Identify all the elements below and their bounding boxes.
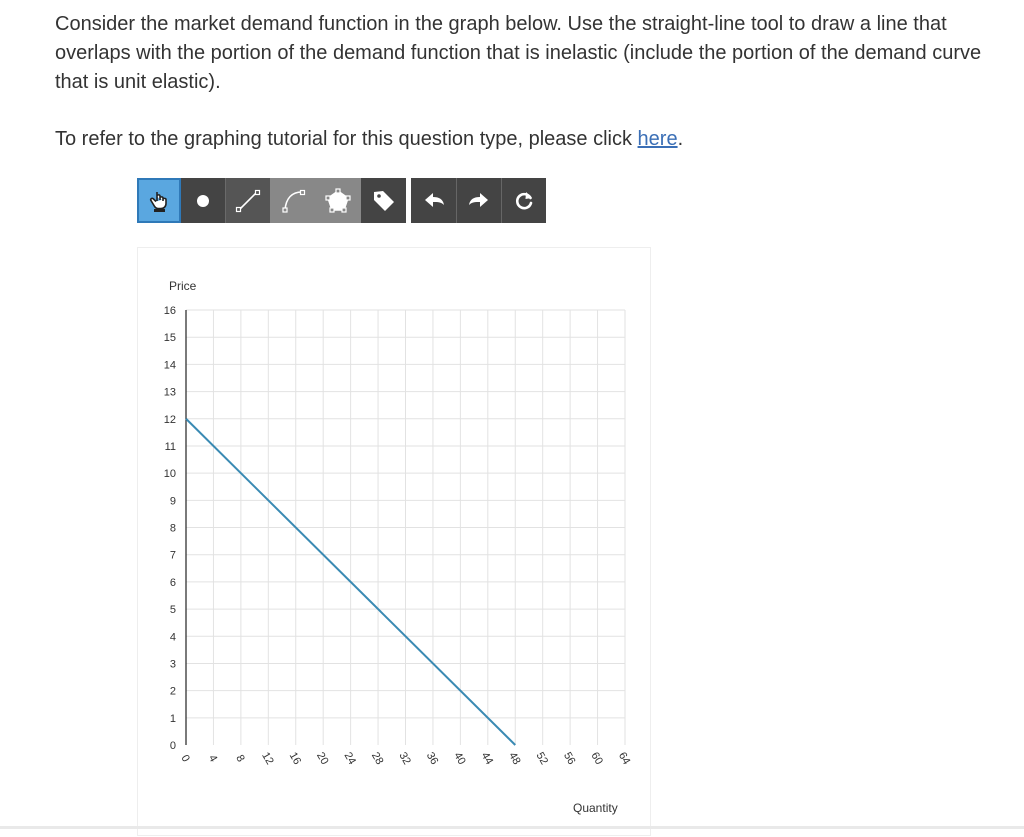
graph-panel[interactable]: Price Quantity 0 1 2 3 4 5 6 7 8 9 10 11 12 13 14 15 16 0 4 8…: [137, 247, 651, 836]
y-tick-label: 8: [170, 523, 176, 535]
polygon-tool-button[interactable]: [315, 178, 361, 223]
line-tool-button[interactable]: [225, 178, 270, 223]
y-tick-label: 14: [164, 359, 176, 371]
x-axis-label: Quantity: [573, 801, 618, 815]
y-tick-label: 0: [170, 740, 176, 752]
x-tick-label: 64: [616, 750, 633, 767]
x-tick-label: 12: [259, 750, 276, 767]
x-tick-label: 0: [178, 753, 191, 764]
y-axis-label: Price: [169, 279, 197, 293]
straight-line-icon: [235, 189, 261, 212]
polygon-icon: [325, 187, 351, 213]
pointer-hand-icon: [149, 191, 167, 212]
y-tick-label: 1: [170, 713, 176, 725]
tutorial-instruction: To refer to the graphing tutorial for th…: [55, 125, 683, 154]
x-tick-label: 20: [314, 750, 331, 767]
tutorial-text: To refer to the graphing tutorial for th…: [55, 128, 638, 150]
x-tick-label: 52: [534, 750, 551, 767]
x-tick-label: 28: [369, 750, 386, 767]
redo-button[interactable]: [456, 178, 501, 223]
curve-icon: [281, 189, 305, 213]
x-tick-label: 16: [287, 750, 304, 767]
reset-button[interactable]: [501, 178, 546, 223]
redo-arrow-icon: [469, 192, 488, 207]
x-tick-label: 4: [206, 753, 219, 764]
y-tick-label: 12: [164, 414, 176, 426]
x-tick-label: 32: [396, 750, 413, 767]
x-tick-label: 40: [451, 750, 468, 767]
x-tick-label: 8: [233, 753, 246, 764]
page-divider: [0, 826, 1024, 829]
reset-icon: [515, 191, 533, 209]
x-tick-label: 60: [588, 750, 605, 767]
undo-arrow-icon: [424, 192, 444, 207]
y-tick-label: 11: [165, 441, 176, 453]
y-tick-label: 16: [164, 305, 176, 317]
y-tick-label: 5: [170, 604, 176, 616]
x-tick-label: 24: [342, 750, 359, 767]
x-tick-label: 56: [561, 750, 578, 767]
y-tick-label: 4: [170, 631, 176, 643]
hand-tool-button[interactable]: [137, 178, 181, 223]
y-tick-label: 3: [170, 658, 176, 670]
y-tick-label: 13: [164, 387, 176, 399]
point-tool-button[interactable]: [181, 178, 225, 223]
y-tick-label: 2: [170, 686, 176, 698]
x-tick-label: 36: [424, 750, 441, 767]
y-tick-label: 15: [164, 332, 176, 344]
question-text: Consider the market demand function in t…: [55, 13, 982, 93]
undo-button[interactable]: [411, 178, 456, 223]
y-tick-label: 9: [170, 495, 176, 507]
tutorial-suffix: .: [677, 128, 684, 150]
tutorial-link[interactable]: here: [637, 128, 678, 150]
tag-icon: [373, 190, 394, 211]
x-tick-label: 48: [506, 750, 523, 767]
y-tick-label: 7: [170, 550, 176, 562]
point-icon: [197, 194, 209, 207]
y-tick-label: 10: [164, 468, 176, 480]
curve-tool-button[interactable]: [270, 178, 315, 223]
demand-curve: [185, 418, 516, 746]
x-tick-label: 44: [479, 750, 496, 767]
label-tool-button[interactable]: [361, 178, 406, 223]
y-tick-label: 6: [170, 577, 176, 589]
